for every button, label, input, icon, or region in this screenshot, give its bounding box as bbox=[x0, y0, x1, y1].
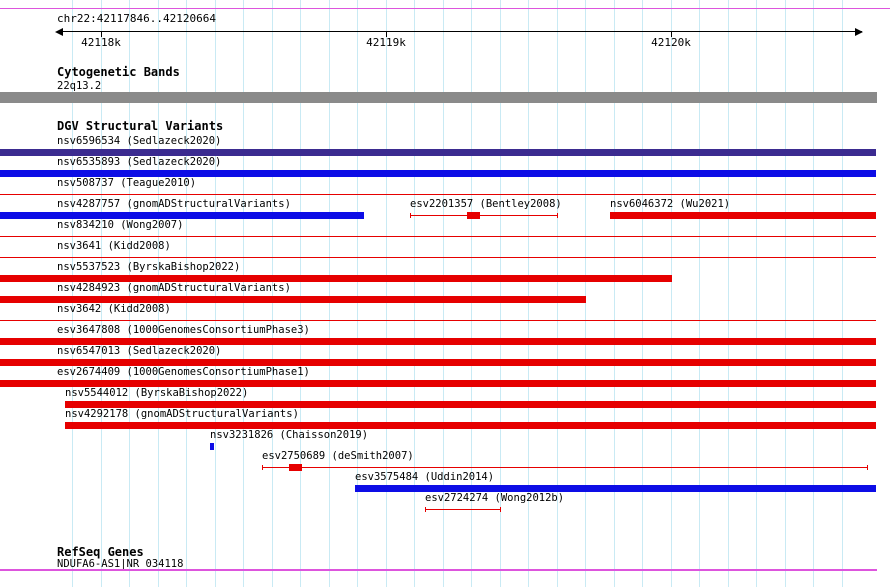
gridline bbox=[72, 0, 73, 587]
variant-glyph[interactable] bbox=[0, 170, 876, 177]
gridline bbox=[243, 0, 244, 587]
variant-glyph[interactable] bbox=[0, 320, 876, 321]
variant-label[interactable]: nsv6535893 (Sedlazeck2020) bbox=[57, 156, 222, 168]
variant-label[interactable]: esv2724274 (Wong2012b) bbox=[425, 492, 565, 504]
gridline bbox=[813, 0, 814, 587]
gridline bbox=[671, 0, 672, 587]
gridline bbox=[386, 0, 387, 587]
variant-glyph[interactable] bbox=[355, 485, 876, 492]
variant-glyph-endcap bbox=[425, 507, 426, 512]
gridline bbox=[158, 0, 159, 587]
variant-label[interactable]: nsv4287757 (gnomADStructuralVariants) bbox=[57, 198, 291, 210]
variant-label[interactable]: nsv3231826 (Chaisson2019) bbox=[210, 429, 369, 441]
gridline bbox=[329, 0, 330, 587]
gridline bbox=[443, 0, 444, 587]
ruler-tick bbox=[101, 31, 102, 37]
ruler-tick-label: 42118k bbox=[81, 36, 121, 49]
variant-label[interactable]: nsv5537523 (ByrskaBishop2022) bbox=[57, 261, 241, 273]
variant-label[interactable]: nsv6046372 (Wu2021) bbox=[610, 198, 731, 210]
gridline bbox=[585, 0, 586, 587]
variant-glyph[interactable] bbox=[0, 257, 876, 258]
ruler-tick-label: 42120k bbox=[651, 36, 691, 49]
genes-section-title: RefSeq Genes bbox=[57, 545, 144, 559]
gridline bbox=[699, 0, 700, 587]
gridline bbox=[500, 0, 501, 587]
variants-section-title: DGV Structural Variants bbox=[57, 119, 224, 133]
variant-glyph[interactable] bbox=[0, 296, 586, 303]
variant-glyph[interactable] bbox=[65, 422, 876, 429]
variant-glyph-endcap bbox=[557, 213, 558, 218]
gridline bbox=[186, 0, 187, 587]
variant-label[interactable]: esv3575484 (Uddin2014) bbox=[355, 471, 495, 483]
variant-glyph[interactable] bbox=[0, 380, 876, 387]
gridline bbox=[557, 0, 558, 587]
variant-glyph-endcap bbox=[500, 507, 501, 512]
variant-glyph[interactable] bbox=[0, 338, 876, 345]
variant-label[interactable]: nsv6547013 (Sedlazeck2020) bbox=[57, 345, 222, 357]
gridline bbox=[785, 0, 786, 587]
gridline bbox=[614, 0, 615, 587]
variant-label[interactable]: nsv508737 (Teague2010) bbox=[57, 177, 197, 189]
variant-label[interactable]: nsv5544012 (ByrskaBishop2022) bbox=[65, 387, 249, 399]
variant-label[interactable]: esv2201357 (Bentley2008) bbox=[410, 198, 562, 210]
variant-glyph[interactable] bbox=[610, 212, 876, 219]
gridline bbox=[357, 0, 358, 587]
ruler-right-arrow-icon bbox=[855, 28, 863, 36]
gridline bbox=[642, 0, 643, 587]
ruler[interactable]: 42118k 42119k 42120k bbox=[0, 0, 890, 50]
ruler-tick bbox=[386, 31, 387, 37]
gridline bbox=[842, 0, 843, 587]
variant-glyph[interactable] bbox=[0, 194, 876, 195]
variant-label[interactable]: nsv4292178 (gnomADStructuralVariants) bbox=[65, 408, 299, 420]
variant-glyph[interactable] bbox=[0, 236, 876, 237]
gridline bbox=[101, 0, 102, 587]
variant-glyph-box[interactable] bbox=[289, 464, 302, 471]
variant-label[interactable]: esv2674409 (1000GenomesConsortiumPhase1) bbox=[57, 366, 310, 378]
gridline bbox=[728, 0, 729, 587]
variant-label[interactable]: esv2750689 (deSmith2007) bbox=[262, 450, 414, 462]
variant-glyph[interactable] bbox=[425, 509, 501, 510]
cytobands-section-title: Cytogenetic Bands bbox=[57, 65, 180, 79]
cytoband-glyph[interactable] bbox=[0, 92, 877, 103]
variant-label[interactable]: nsv3641 (Kidd2008) bbox=[57, 240, 171, 252]
variant-label[interactable]: nsv6596534 (Sedlazeck2020) bbox=[57, 135, 222, 147]
variant-glyph-endcap bbox=[410, 213, 411, 218]
variant-label[interactable]: nsv834210 (Wong2007) bbox=[57, 219, 184, 231]
variant-glyph[interactable] bbox=[0, 359, 876, 366]
gridline bbox=[300, 0, 301, 587]
gene-label[interactable]: NDUFA6-AS1|NR_034118 bbox=[57, 558, 184, 570]
variant-glyph[interactable] bbox=[0, 275, 672, 282]
region-position-text: chr22:42117846..42120664 bbox=[57, 12, 216, 25]
variant-label[interactable]: nsv4284923 (gnomADStructuralVariants) bbox=[57, 282, 291, 294]
variant-glyph-endcap bbox=[262, 465, 263, 470]
ruler-line bbox=[57, 31, 862, 32]
variant-glyph[interactable] bbox=[210, 443, 214, 450]
variant-glyph-box[interactable] bbox=[467, 212, 480, 219]
gridline bbox=[756, 0, 757, 587]
ruler-tick-label: 42119k bbox=[366, 36, 406, 49]
variant-glyph[interactable] bbox=[65, 401, 876, 408]
ruler-tick bbox=[671, 31, 672, 37]
gene-glyph[interactable] bbox=[0, 569, 877, 571]
variant-glyph-endcap bbox=[867, 465, 868, 470]
gridline bbox=[272, 0, 273, 587]
cytoband-label: 22q13.2 bbox=[57, 80, 102, 92]
gridline bbox=[414, 0, 415, 587]
variant-glyph[interactable] bbox=[262, 467, 868, 468]
gridline bbox=[215, 0, 216, 587]
gridline bbox=[129, 0, 130, 587]
gridline bbox=[528, 0, 529, 587]
gridline bbox=[471, 0, 472, 587]
ruler-left-arrow-icon bbox=[55, 28, 63, 36]
variant-label[interactable]: nsv3642 (Kidd2008) bbox=[57, 303, 171, 315]
variant-glyph[interactable] bbox=[0, 149, 876, 156]
top-separator-line bbox=[0, 8, 890, 9]
variant-glyph[interactable] bbox=[0, 212, 364, 219]
variant-label[interactable]: esv3647808 (1000GenomesConsortiumPhase3) bbox=[57, 324, 310, 336]
variant-glyph[interactable] bbox=[410, 215, 558, 216]
